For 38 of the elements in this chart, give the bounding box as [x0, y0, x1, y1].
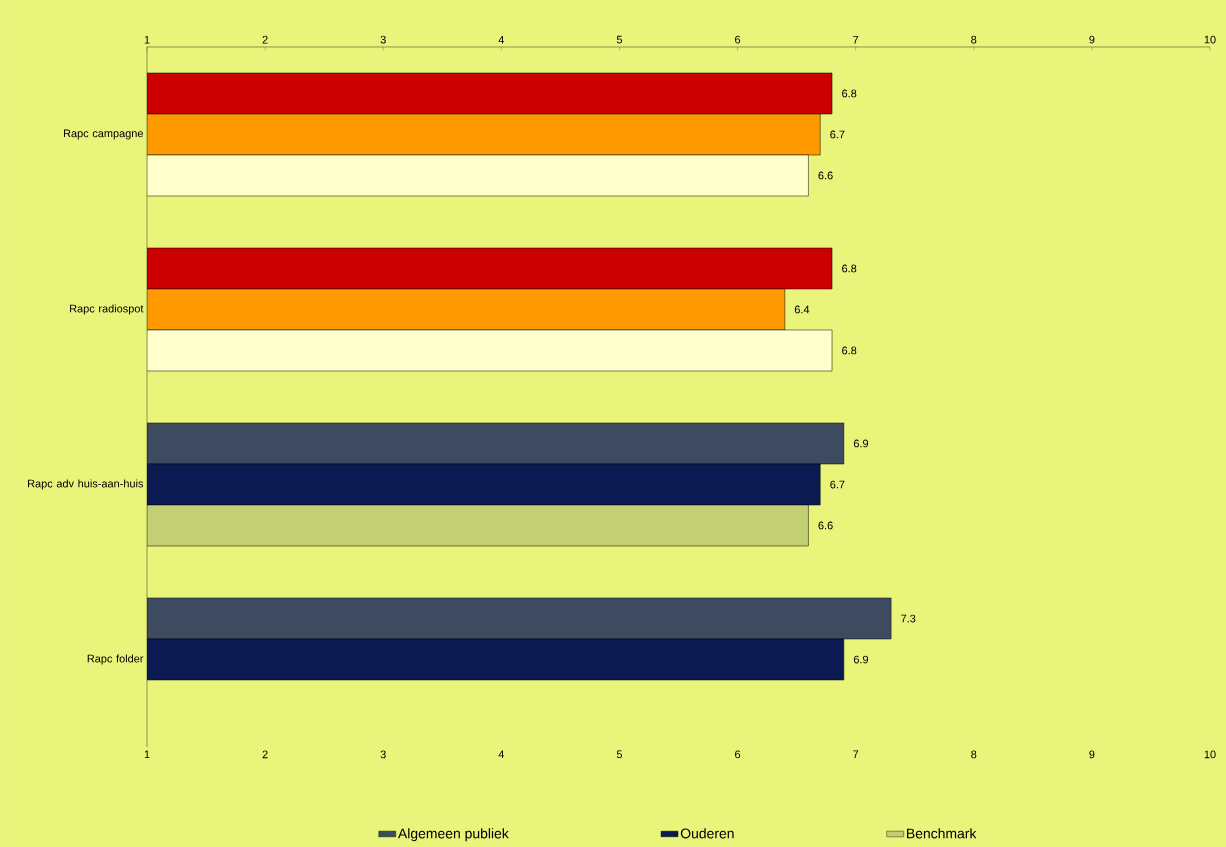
data-label: 6.7 — [830, 480, 845, 489]
x-tick-label: 4 — [498, 750, 505, 759]
x-tick-label: 5 — [616, 750, 623, 759]
x2-tick-label: 3 — [380, 35, 386, 44]
x-tick-label: 10 — [1204, 750, 1216, 759]
x-tick-label: 1 — [144, 750, 150, 759]
x2-tick-label: 1 — [144, 35, 150, 44]
y-tick-label: Rapc adv huis-aan-huis — [28, 479, 144, 490]
x-tick-label: 7 — [853, 750, 859, 759]
y-tick-label: Rapc campagne — [63, 129, 143, 140]
y-tick-label: Rapc folder — [87, 654, 144, 665]
x2-tick-label: 9 — [1089, 35, 1095, 44]
y-tick-label: Rapc radiospot — [70, 304, 144, 315]
data-label: 6.6 — [818, 171, 833, 180]
x-tick-label: 8 — [971, 750, 977, 759]
data-label: 6.8 — [842, 264, 857, 273]
x-tick-label: 2 — [262, 750, 268, 759]
x2-tick-label: 4 — [498, 35, 505, 44]
data-label: 6.7 — [830, 130, 845, 139]
x2-tick-label: 5 — [616, 35, 623, 44]
data-label: 6.9 — [853, 439, 869, 448]
data-label: 6.9 — [853, 655, 869, 664]
x2-tick-label: 7 — [853, 35, 859, 44]
data-label: 6.4 — [794, 305, 810, 314]
legend-label: Benchmark — [907, 828, 977, 839]
data-label: 7.3 — [901, 614, 916, 623]
x-tick-label: 9 — [1089, 750, 1095, 759]
x2-tick-label: 2 — [262, 35, 268, 44]
x2-tick-label: 10 — [1204, 35, 1216, 44]
x2-tick-label: 6 — [735, 35, 741, 44]
legend-label: Algemeen publiek — [397, 828, 509, 842]
data-label: 6.8 — [842, 89, 857, 98]
legend-label: Ouderen — [680, 828, 734, 839]
x-tick-label: 3 — [380, 750, 386, 759]
x-tick-label: 6 — [735, 750, 741, 759]
x2-tick-label: 8 — [971, 35, 977, 44]
data-label: 6.6 — [818, 521, 833, 530]
data-label: 6.8 — [842, 346, 857, 355]
